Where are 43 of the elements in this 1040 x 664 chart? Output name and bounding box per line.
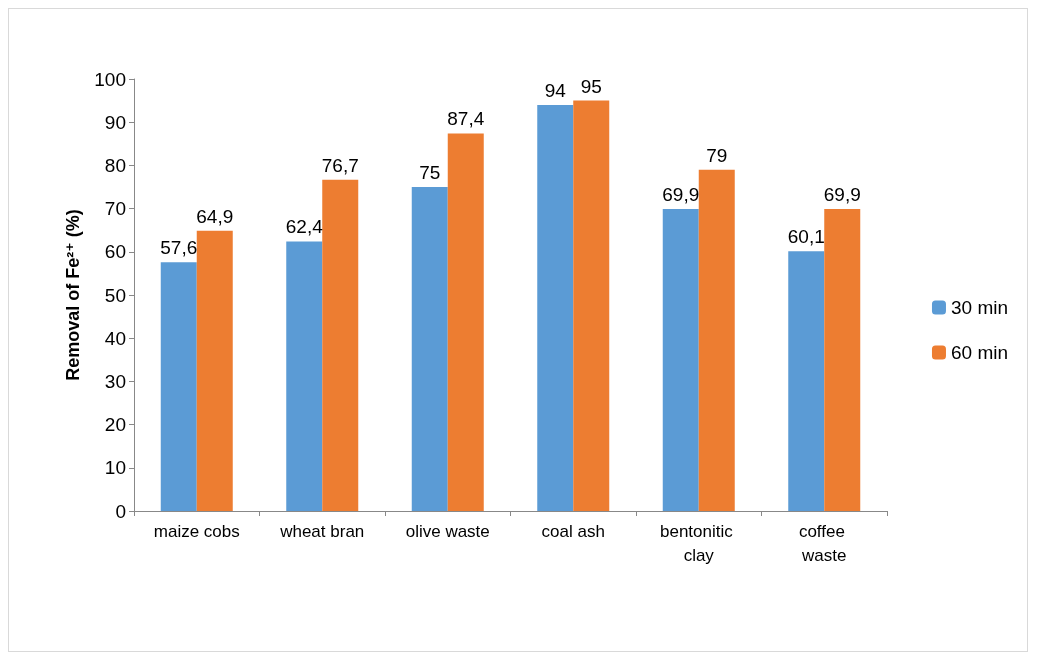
- bar: [160, 262, 197, 511]
- x-tick-label: olive waste: [405, 521, 490, 541]
- data-label: 87,4: [447, 108, 485, 130]
- x-tick-label: coffee waste: [798, 521, 850, 565]
- bar: [698, 169, 735, 511]
- y-tick-label: 50: [104, 284, 126, 306]
- x-tick-label: maize cobs: [153, 521, 240, 541]
- data-label: 75: [419, 162, 441, 183]
- data-label: 94: [544, 79, 567, 101]
- data-label: 95: [580, 75, 602, 97]
- bar: [573, 100, 610, 511]
- data-label: 69,9: [823, 184, 861, 206]
- bar: [824, 209, 861, 511]
- y-tick-label: 90: [104, 111, 126, 133]
- data-label: 60,1: [787, 226, 825, 248]
- bar: [286, 241, 323, 511]
- y-axis-title: Removal of Fe²⁺ (%): [63, 209, 83, 381]
- bar: [447, 133, 484, 511]
- data-label: 69,9: [662, 184, 700, 206]
- y-tick-label: 0: [115, 500, 126, 522]
- y-tick-label: 40: [104, 327, 126, 349]
- bar: [788, 251, 825, 511]
- y-tick-label: 10: [104, 457, 126, 479]
- y-tick-label: 30: [104, 370, 126, 392]
- x-tick-label: wheat bran: [279, 521, 365, 541]
- bar: [662, 209, 699, 511]
- bar: [537, 104, 574, 511]
- y-tick-label: 20: [104, 414, 126, 436]
- bar: [196, 230, 233, 511]
- bar: [322, 179, 359, 511]
- legend-label: 30 min: [950, 297, 1008, 318]
- y-tick-label: 80: [104, 154, 126, 176]
- y-tick-label: 100: [94, 68, 126, 90]
- x-tick-label: coal ash: [541, 521, 605, 541]
- data-label: 79: [706, 144, 728, 166]
- data-label: 57,6: [160, 237, 198, 259]
- y-tick-label: 70: [104, 198, 126, 220]
- y-tick-label: 60: [104, 241, 126, 263]
- data-label: 76,7: [321, 154, 359, 176]
- x-tick-label: bentonitic clay: [660, 521, 738, 565]
- bar: [411, 187, 448, 511]
- legend-label: 60 min: [950, 342, 1008, 363]
- data-label: 64,9: [196, 205, 234, 227]
